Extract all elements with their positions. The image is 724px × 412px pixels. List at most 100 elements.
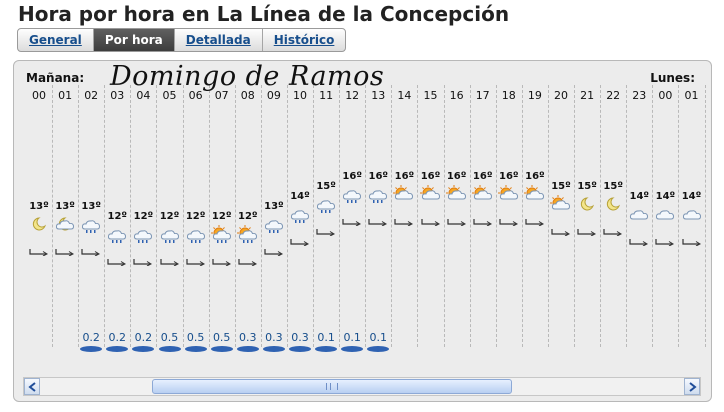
wind-arrow-icon: [499, 211, 519, 227]
cloud-rain-icon: [367, 185, 389, 203]
temperature-label: 16º: [525, 171, 545, 182]
sun-cloud-rain-icon: [210, 225, 233, 243]
hour-column: 19 16º: [522, 61, 548, 324]
hour-column: 00 14º: [652, 61, 678, 324]
wind-arrow-icon: [55, 241, 75, 257]
temperature-label: 16º: [342, 171, 362, 182]
temperature-label: 12º: [159, 211, 180, 222]
hour-column: 22 15º: [600, 61, 626, 324]
hour-label: 01: [684, 89, 699, 102]
hour-column: 18 16º: [496, 61, 522, 324]
wind-arrow-icon: [603, 221, 623, 237]
scroll-right-button[interactable]: [684, 378, 700, 395]
scroll-left-button[interactable]: [24, 378, 40, 395]
wind-arrow-icon: [107, 251, 127, 267]
precipitation-drop-icon: [184, 346, 207, 352]
tab-por-hora[interactable]: Por hora: [93, 29, 175, 51]
wind-arrow-icon: [655, 231, 675, 247]
hour-column-divider: [652, 85, 654, 347]
wind-arrow-icon: [577, 221, 597, 237]
temperature-label: 16º: [472, 171, 493, 182]
hour-column: 01 14º: [679, 61, 705, 324]
hour-label: 21: [580, 89, 595, 102]
wind-arrow-icon: [264, 241, 284, 257]
hour-column: 17 16º: [470, 61, 496, 324]
hour-column: 21 15º: [574, 61, 600, 324]
sun-cloud-icon: [497, 185, 520, 203]
temperature-label: 12º: [238, 211, 258, 222]
hour-column: 07 12º 0.5: [209, 61, 235, 352]
hour-column-divider: [234, 85, 236, 347]
temperature-label: 15º: [603, 181, 623, 192]
temperature-label: 15º: [551, 181, 571, 192]
cloud-rain-icon: [315, 195, 337, 213]
precipitation-drop-icon: [106, 346, 129, 352]
sun-cloud-icon: [471, 185, 494, 203]
cloud-rain-icon: [341, 185, 363, 203]
precipitation-drop-icon: [132, 346, 155, 352]
hour-column-divider: [678, 85, 680, 347]
page-title: Hora por hora en La Línea de la Concepci…: [18, 2, 510, 26]
sun-cloud-icon: [419, 185, 442, 203]
horizontal-scrollbar[interactable]: [23, 377, 701, 396]
hour-column: 13 16º 0.1: [365, 61, 391, 352]
wind-arrow-icon: [29, 241, 49, 257]
hour-column-divider: [704, 85, 706, 347]
hour-label: 07: [214, 89, 229, 102]
precipitation-value: 0.1: [343, 331, 361, 344]
precipitation-value: 0.5: [186, 331, 205, 344]
precipitation-drop-icon: [262, 346, 285, 352]
precipitation-drop-icon: [80, 346, 103, 352]
wind-arrow-icon: [316, 221, 336, 237]
hour-column-divider: [104, 85, 106, 347]
cloud-rain-icon: [159, 225, 181, 243]
hour-label: 00: [32, 89, 46, 102]
hour-label: 03: [110, 89, 125, 102]
hour-column-divider: [78, 85, 80, 347]
temperature-label: 14º: [655, 191, 676, 202]
cloud-rain-icon: [289, 205, 311, 223]
arrow-right-icon: [689, 382, 697, 392]
hour-column: 06 12º 0.5: [183, 61, 209, 352]
temperature-label: 13º: [29, 201, 49, 212]
precipitation-value: 0.5: [160, 331, 179, 344]
temperature-label: 13º: [55, 201, 75, 212]
precipitation-drop-icon: [367, 346, 390, 352]
hour-label: 22: [606, 89, 621, 102]
hour-label: 04: [136, 89, 151, 102]
moon-icon: [28, 215, 50, 233]
hour-column-divider: [521, 85, 523, 347]
wind-arrow-icon: [525, 211, 545, 227]
tab-detallada[interactable]: Detallada: [175, 29, 263, 51]
wind-arrow-icon: [420, 211, 441, 227]
sun-cloud-rain-icon: [236, 225, 259, 243]
hour-column-divider: [600, 85, 602, 347]
hour-column-divider: [156, 85, 158, 347]
cloud-icon: [628, 205, 650, 223]
hour-label: 15: [423, 89, 438, 102]
hourly-grid: 00 13º 01 13º 02 13º 0.2 03 12º 0.2 04 12º 0.2 05 12º 0…: [14, 61, 711, 401]
hour-column-divider: [286, 85, 288, 347]
scrollbar-thumb[interactable]: [152, 379, 512, 394]
hour-column: 00 13º: [26, 61, 52, 324]
hour-label: 01: [58, 89, 73, 102]
temperature-label: 12º: [211, 211, 232, 222]
hour-column: 08 12º 0.3: [235, 61, 261, 352]
temperature-label: 16º: [394, 171, 415, 182]
wind-arrow-icon: [551, 221, 571, 237]
hour-label: 08: [240, 89, 255, 102]
tab-general[interactable]: General: [18, 29, 94, 51]
hour-column-divider: [547, 85, 549, 347]
scrollbar-grip-icon: [326, 383, 338, 390]
hour-label: 14: [397, 89, 412, 102]
hour-column: 02 13º 0.2: [78, 61, 104, 352]
precipitation-drop-icon: [158, 346, 181, 352]
hour-label: 02: [84, 89, 99, 102]
moon-cloud-icon: [54, 215, 76, 233]
cloud-icon: [681, 205, 703, 223]
temperature-label: 15º: [316, 181, 336, 192]
hour-column-divider: [182, 85, 184, 347]
temperature-label: 12º: [185, 211, 206, 222]
tab-historico[interactable]: Histórico: [273, 33, 335, 47]
wind-arrow-icon: [394, 211, 414, 227]
